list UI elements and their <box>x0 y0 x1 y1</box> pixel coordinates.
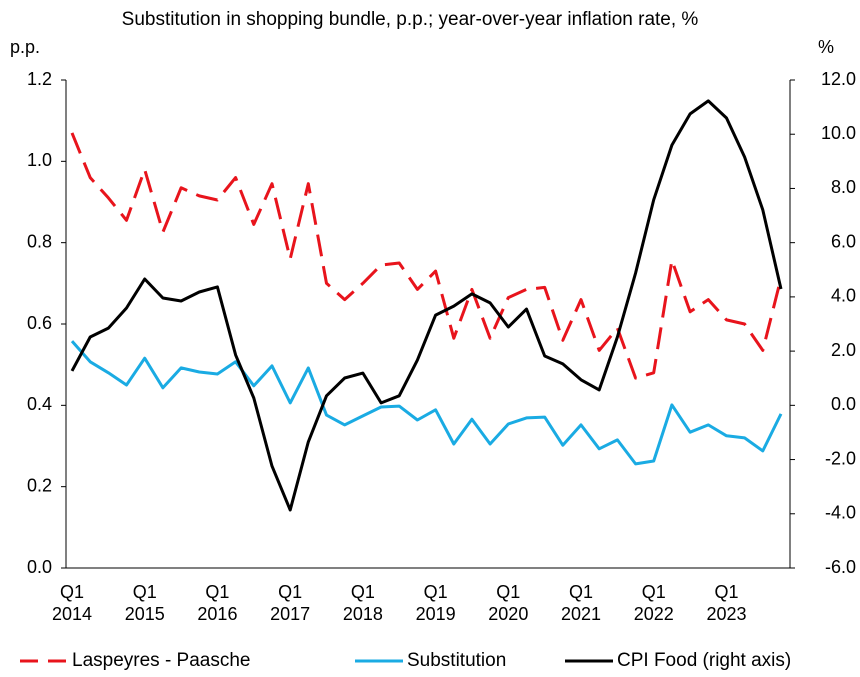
y2-axis-label: % <box>818 37 834 57</box>
series-line <box>70 99 783 512</box>
x-tick-label: Q1 2021 <box>561 582 601 624</box>
x-tick-label: Q1 2018 <box>343 582 383 624</box>
y2-tick-label: 6.0 <box>831 231 856 251</box>
y2-tick-label: 4.0 <box>831 286 856 306</box>
y2-tick-label: 12.0 <box>821 69 856 89</box>
y-axis-label: p.p. <box>10 37 40 57</box>
x-tick-label: Q1 2015 <box>125 582 165 624</box>
chart-title: Substitution in shopping bundle, p.p.; y… <box>122 9 699 30</box>
y-tick-label: 0.6 <box>27 313 52 333</box>
y-tick-label: 0.2 <box>27 475 52 495</box>
y-tick-label: 0.4 <box>27 394 52 414</box>
legend-label: CPI Food (right axis) <box>617 650 791 671</box>
y2-tick-label: -4.0 <box>825 503 856 523</box>
x-tick-label: Q1 2019 <box>416 582 456 624</box>
y-tick-label: 0.0 <box>27 557 52 577</box>
y2-tick-label: 10.0 <box>821 123 856 143</box>
y-tick-label: 1.2 <box>27 69 52 89</box>
x-tick-label: Q1 2014 <box>52 582 92 624</box>
x-tick-label: Q1 2023 <box>706 582 746 624</box>
y2-tick-label: 2.0 <box>831 340 856 360</box>
x-tick-label: Q1 2016 <box>197 582 237 624</box>
legend-label: Substitution <box>407 650 506 671</box>
y2-tick-label: 0.0 <box>831 394 856 414</box>
series-line <box>70 132 783 380</box>
series-line <box>70 340 783 466</box>
x-tick-label: Q1 2022 <box>634 582 674 624</box>
y-tick-label: 0.8 <box>27 231 52 251</box>
y2-tick-label: -2.0 <box>825 448 856 468</box>
y2-tick-label: -6.0 <box>825 557 856 577</box>
x-tick-label: Q1 2020 <box>488 582 528 624</box>
y-tick-label: 1.0 <box>27 150 52 170</box>
y2-tick-label: 8.0 <box>831 177 856 197</box>
x-tick-label: Q1 2017 <box>270 582 310 624</box>
legend-label: Laspeyres - Paasche <box>72 650 251 671</box>
